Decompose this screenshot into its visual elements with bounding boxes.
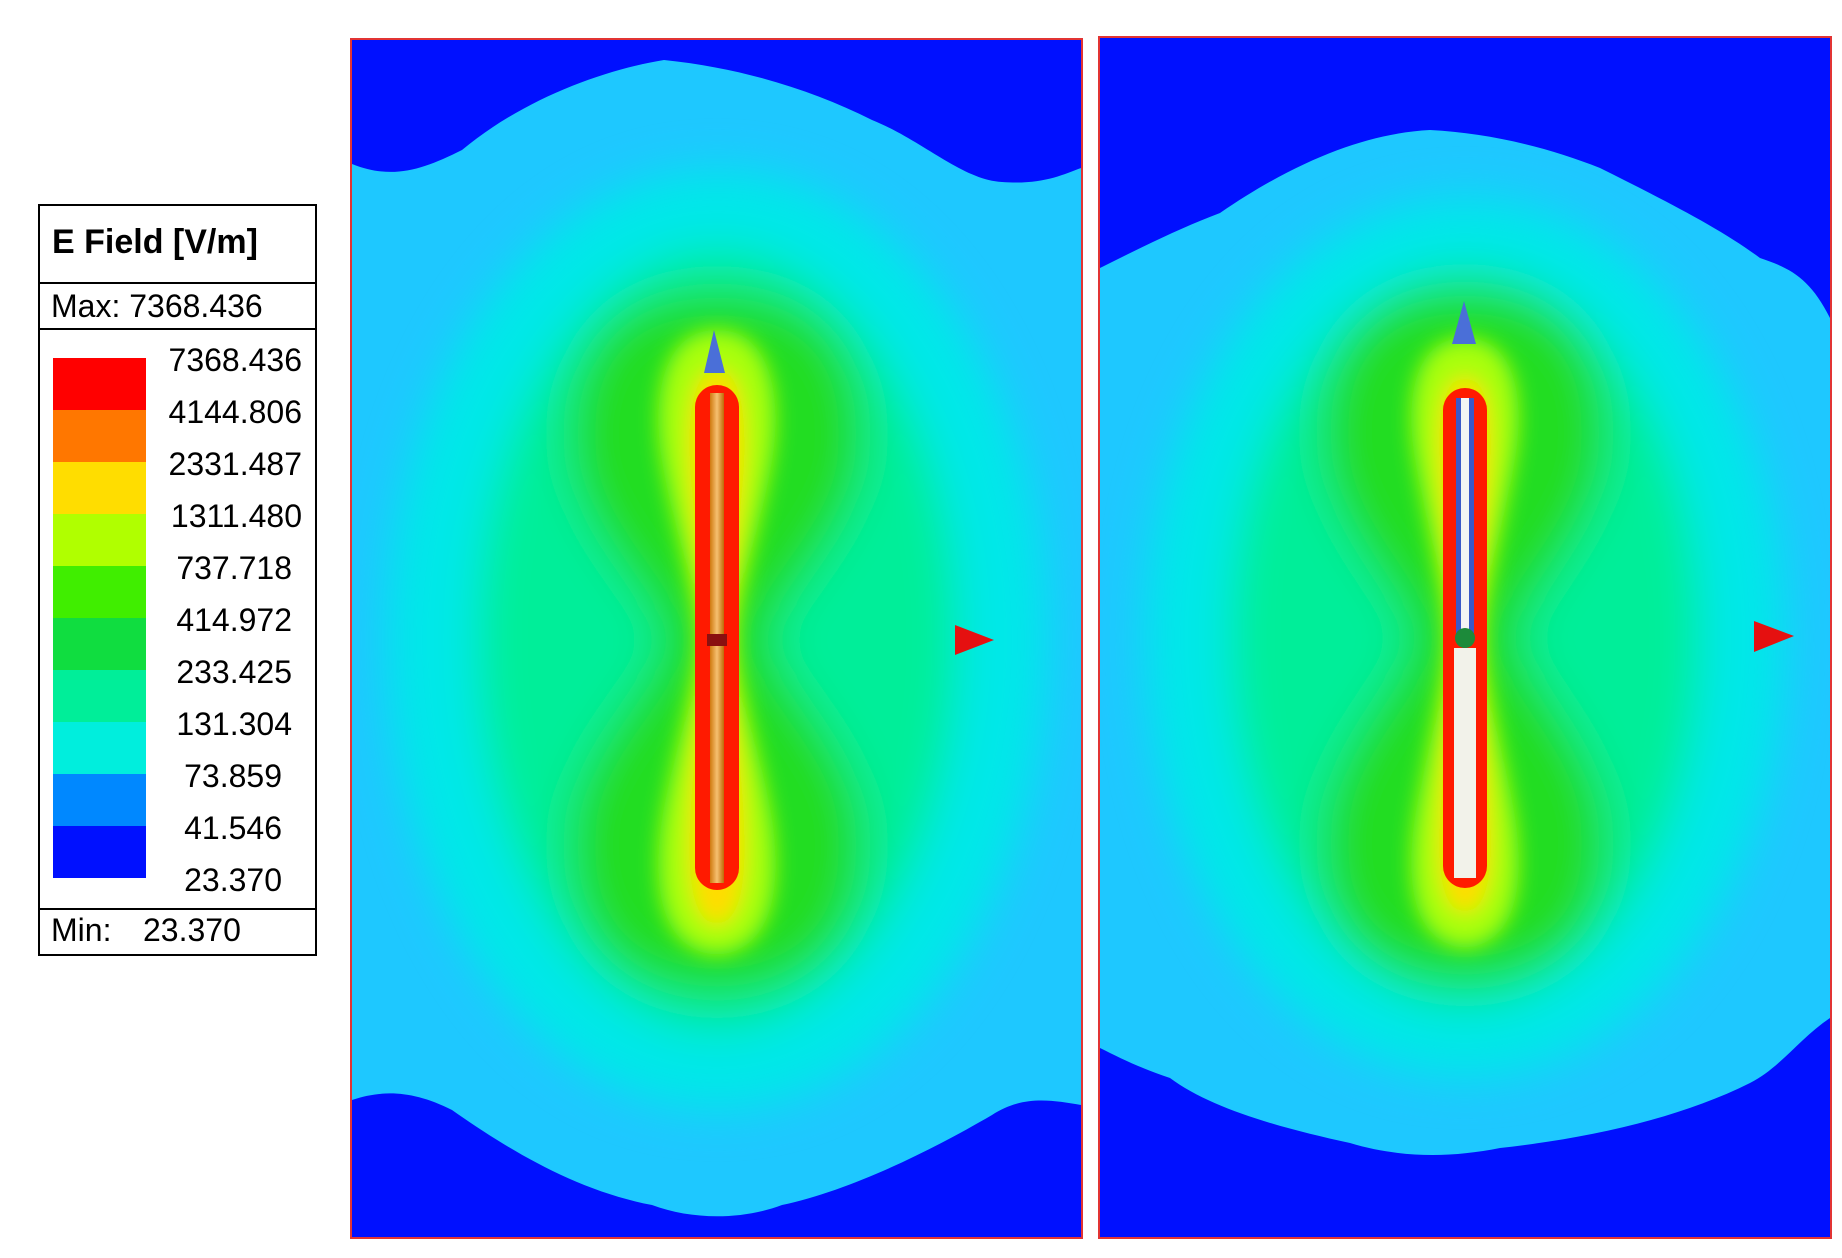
legend-title: E Field [V/m] xyxy=(40,206,315,284)
legend-min-value: 23.370 xyxy=(143,912,241,948)
legend-scale: 7368.436 4144.806 2331.487 1311.480 737.… xyxy=(40,330,315,910)
legend-level-6: 233.425 xyxy=(176,654,292,690)
antenna-feed-point xyxy=(1455,628,1475,648)
antenna-upper-rod-highlight xyxy=(1461,398,1469,633)
legend-level-0: 7368.436 xyxy=(168,342,302,378)
legend-swatch-5 xyxy=(53,618,146,670)
legend-level-3: 1311.480 xyxy=(170,498,302,534)
right-field-svg xyxy=(1100,38,1830,1237)
legend-max: Max: 7368.436 xyxy=(40,284,315,330)
legend-level-4: 737.718 xyxy=(176,550,292,586)
legend-swatch-6 xyxy=(53,670,146,722)
z-axis-arrow-icon xyxy=(704,330,725,373)
left-field-plot xyxy=(350,38,1083,1239)
legend-swatch-7 xyxy=(53,722,146,774)
legend-swatch-4 xyxy=(53,566,146,618)
x-axis-arrow-icon xyxy=(955,625,994,655)
antenna-feed-gap xyxy=(707,634,727,646)
legend-level-9: 41.546 xyxy=(184,810,282,846)
legend-level-10: 23.370 xyxy=(184,862,282,898)
legend-swatch-0 xyxy=(53,358,146,410)
z-axis-arrow-icon xyxy=(1452,301,1476,344)
legend-level-7: 131.304 xyxy=(176,706,292,742)
x-axis-arrow-icon xyxy=(1754,621,1794,652)
right-field-plot xyxy=(1098,36,1832,1239)
antenna-lower-rod xyxy=(1454,648,1476,878)
color-legend: E Field [V/m] Max: 7368.436 7368.436 414… xyxy=(38,204,317,956)
legend-level-1: 4144.806 xyxy=(168,394,302,430)
legend-swatch-2 xyxy=(53,462,146,514)
legend-level-2: 2331.487 xyxy=(168,446,302,482)
left-field-svg xyxy=(352,40,1081,1237)
legend-max-label: Max: xyxy=(51,288,121,324)
legend-swatch-3 xyxy=(53,514,146,566)
legend-swatch-8 xyxy=(53,774,146,826)
legend-level-5: 414.972 xyxy=(176,602,292,638)
legend-swatch-1 xyxy=(53,410,146,462)
legend-min: Min: 23.370 xyxy=(40,910,315,954)
legend-min-label: Min: xyxy=(51,912,112,948)
legend-swatch-9 xyxy=(53,826,146,878)
legend-level-8: 73.859 xyxy=(184,758,282,794)
legend-max-value: 7368.436 xyxy=(129,288,263,324)
